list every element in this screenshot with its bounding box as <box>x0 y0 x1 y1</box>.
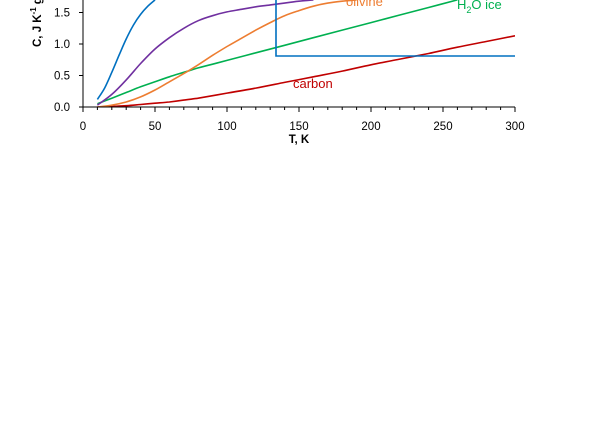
label-h2o-ice-tail: O ice <box>471 0 501 12</box>
label-h2o-ice-sub: 2 <box>466 5 471 15</box>
series-line-unnamed-3 <box>96 0 314 106</box>
x-tick-label: 50 <box>149 121 162 133</box>
y-axis-title-sup: -1 <box>29 7 38 15</box>
x-tick-label: 200 <box>361 121 380 133</box>
series-layer <box>96 0 515 107</box>
x-tick-label: 300 <box>505 121 524 133</box>
x-tick-label: 150 <box>289 121 308 133</box>
label-h2o-ice: H2O ice <box>457 0 502 15</box>
y-tick-label: 0.5 <box>54 71 70 83</box>
series-line-h2o-ice <box>97 0 458 105</box>
label-carbon: carbon <box>293 76 333 91</box>
x-axis-title: T, K <box>289 134 310 146</box>
series-line-unnamed-4 <box>96 0 156 100</box>
tick-layer: 0 50 100 150 200 250 300 0.0 0.5 1.0 1.5 <box>54 8 525 134</box>
y-tick-label: 1.0 <box>54 39 70 51</box>
x-tick-label: 0 <box>80 121 86 133</box>
y-axis-title-main: C, J K <box>32 14 44 47</box>
y-axis-title: C, J K-1 g <box>29 0 44 47</box>
y-axis-title-tail: g <box>32 0 44 4</box>
x-tick-label: 250 <box>433 121 452 133</box>
series-line-olivine <box>97 0 357 107</box>
y-tick-label: 0.0 <box>54 102 70 114</box>
y-tick-label: 1.5 <box>54 8 70 20</box>
x-tick-label: 100 <box>217 121 236 133</box>
series-line-carbon <box>97 35 515 107</box>
label-h2o-ice-main: H <box>457 0 466 12</box>
label-olivine: olivine <box>346 0 383 9</box>
series-line-unnamed-5 <box>275 0 515 57</box>
